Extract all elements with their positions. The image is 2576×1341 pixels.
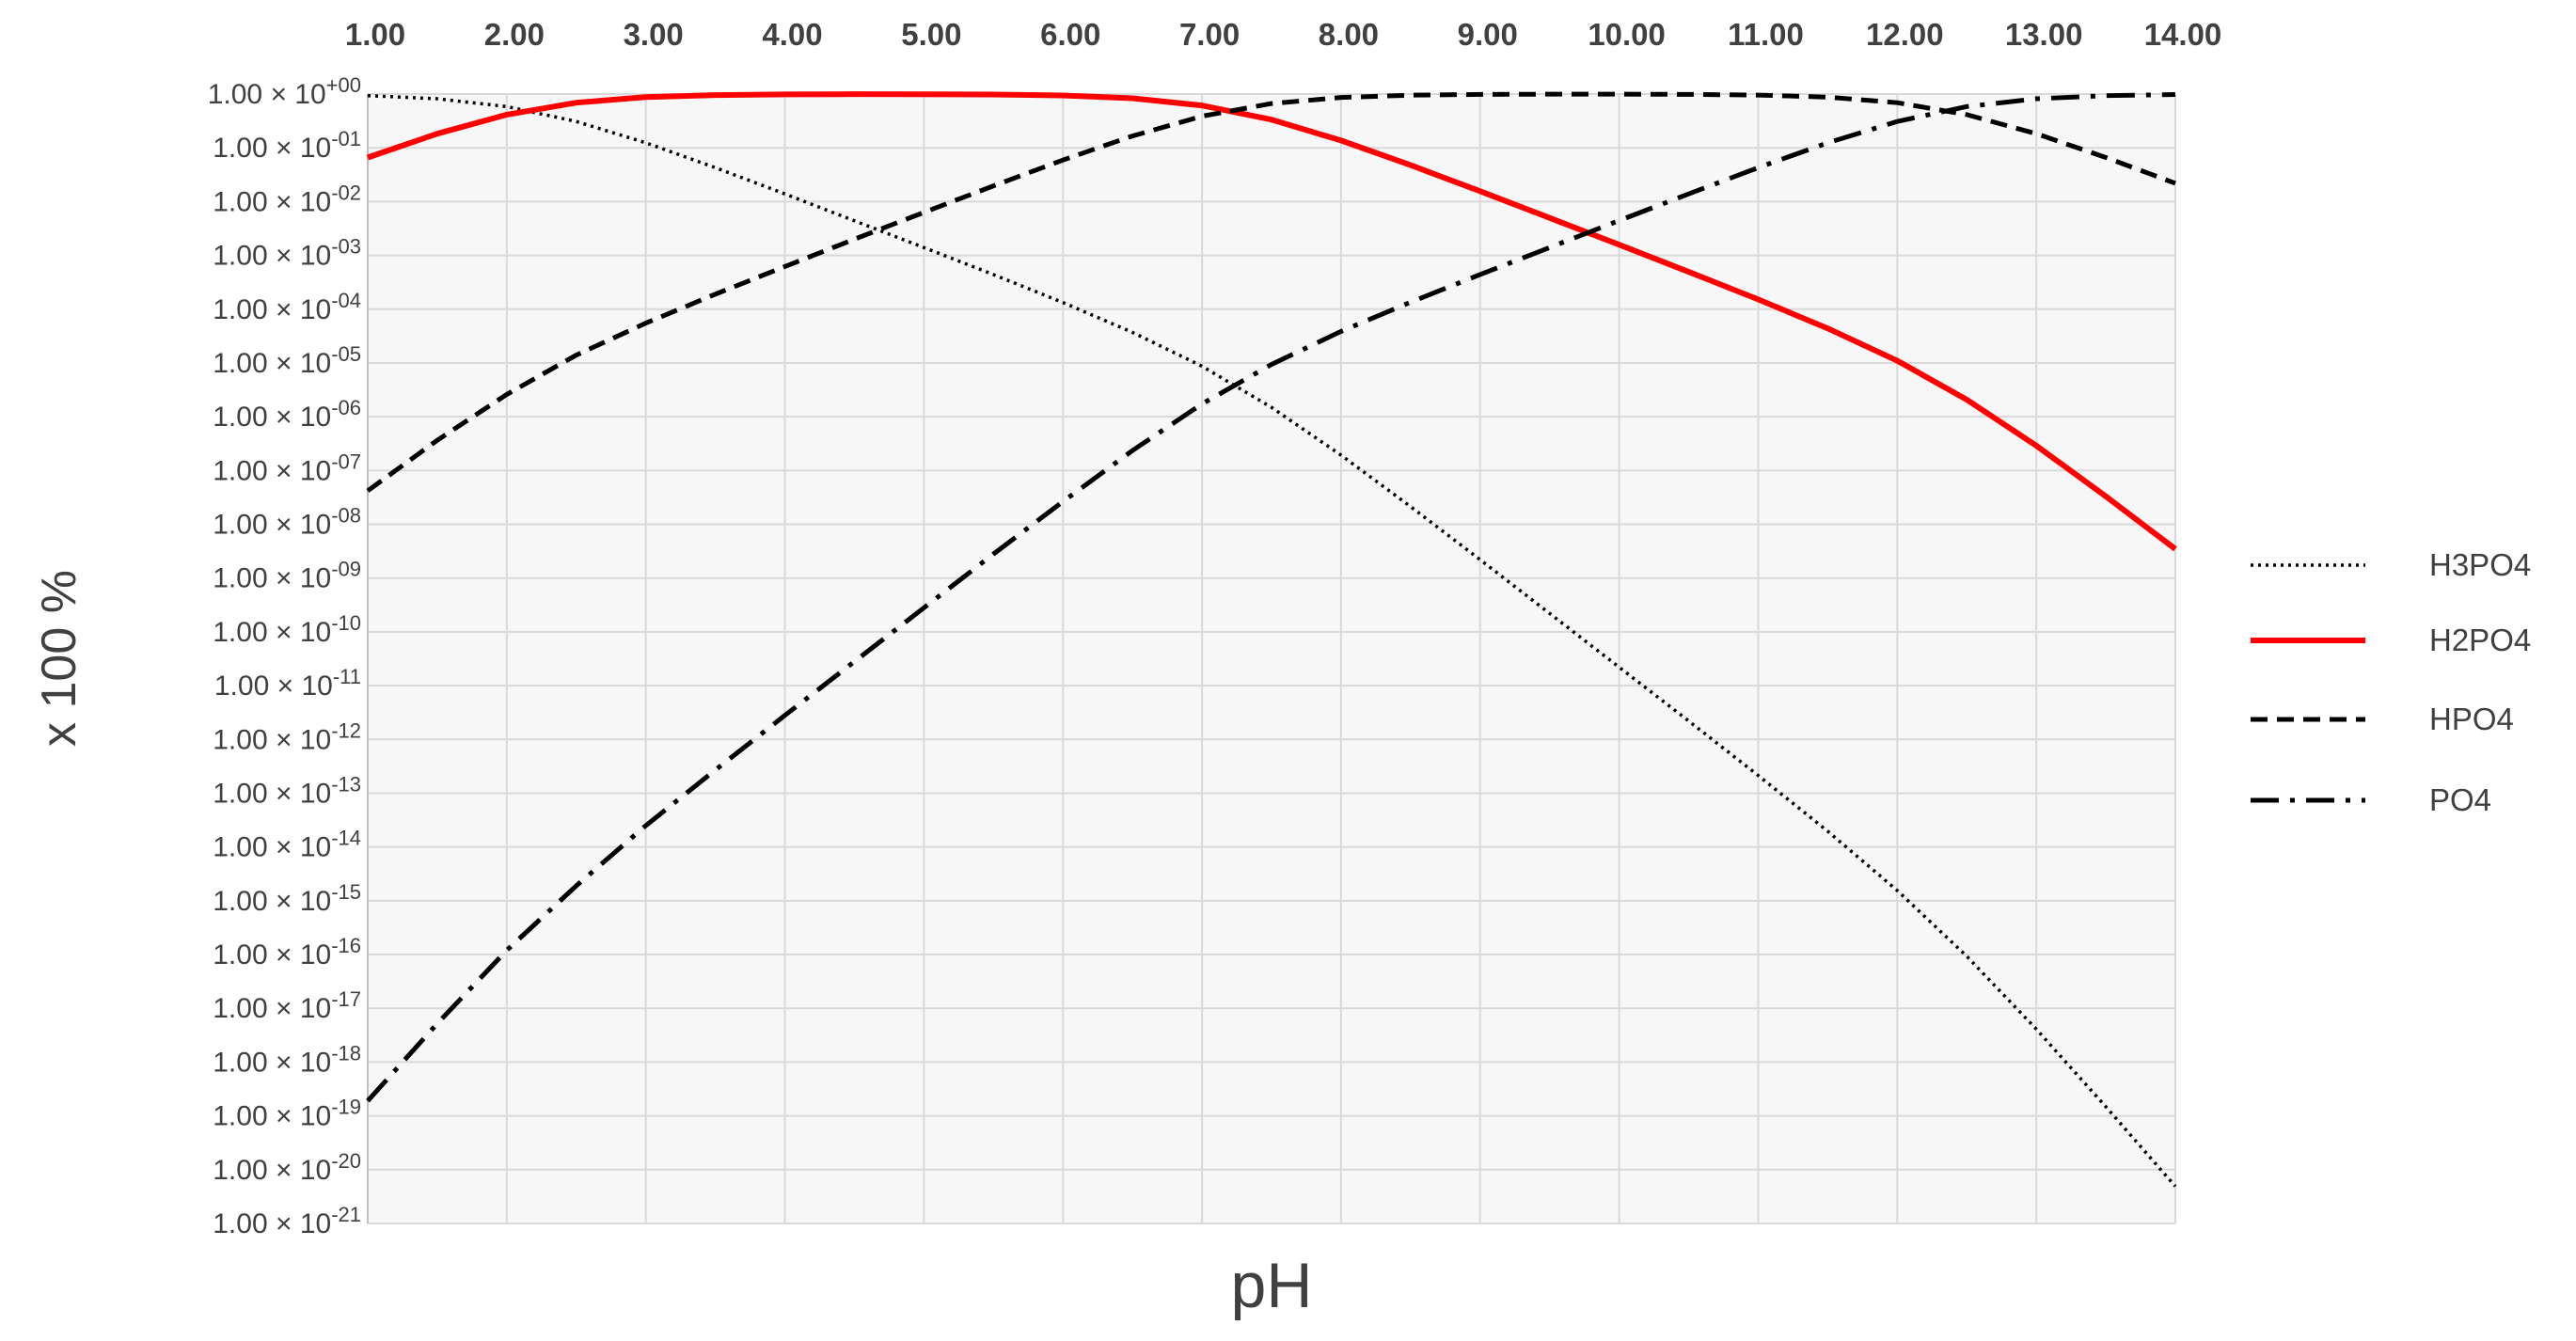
y-tick-label-base: 1.00 × 10 bbox=[213, 402, 331, 433]
y-tick-label-exponent: -09 bbox=[331, 558, 361, 581]
y-tick-label-exponent: -20 bbox=[331, 1149, 361, 1173]
y-tick-label: 1.00 × 10-07 bbox=[213, 450, 361, 486]
x-tick-label: 10.00 bbox=[1588, 17, 1666, 52]
y-tick-label: 1.00 × 10-13 bbox=[213, 772, 361, 809]
y-tick-label: 1.00 × 10-10 bbox=[213, 611, 361, 648]
y-tick-label-base: 1.00 × 10 bbox=[213, 348, 331, 379]
x-tick-label: 8.00 bbox=[1319, 17, 1379, 52]
y-tick-label-exponent: -11 bbox=[333, 665, 361, 688]
series-line bbox=[366, 92, 2176, 1103]
x-tick-label: 3.00 bbox=[624, 17, 684, 52]
y-tick-label-base: 1.00 × 10 bbox=[213, 186, 331, 217]
x-tick-label: 14.00 bbox=[2144, 17, 2222, 52]
series-line bbox=[366, 91, 2176, 493]
y-tick-label: 1.00 × 10+00 bbox=[208, 73, 361, 110]
x-tick-label: 13.00 bbox=[2005, 17, 2083, 52]
y-axis-title: x 100 % bbox=[32, 570, 87, 747]
y-tick-label: 1.00 × 10-21 bbox=[213, 1203, 361, 1239]
y-tick-label-base: 1.00 × 10 bbox=[208, 79, 326, 110]
x-tick-label: 9.00 bbox=[1458, 17, 1518, 52]
series-line bbox=[367, 93, 2177, 1188]
y-tick-label: 1.00 × 10-06 bbox=[213, 396, 361, 433]
legend-label: H3PO4 bbox=[2429, 547, 2531, 582]
y-tick-label-exponent: -16 bbox=[331, 934, 361, 957]
y-tick-label-exponent: -14 bbox=[331, 827, 361, 850]
legend-label: PO4 bbox=[2429, 782, 2491, 817]
y-tick-label-base: 1.00 × 10 bbox=[213, 939, 331, 970]
y-tick-label: 1.00 × 10-01 bbox=[213, 127, 361, 164]
y-tick-label-base: 1.00 × 10 bbox=[213, 617, 331, 648]
y-tick-label: 1.00 × 10-20 bbox=[213, 1149, 361, 1186]
y-tick-label-exponent: -19 bbox=[331, 1096, 361, 1119]
y-tick-label-base: 1.00 × 10 bbox=[213, 993, 331, 1024]
y-tick-label: 1.00 × 10-03 bbox=[213, 235, 361, 272]
y-tick-label-exponent: -02 bbox=[331, 181, 361, 204]
y-tick-label: 1.00 × 10-11 bbox=[214, 665, 361, 702]
x-tick-label: 11.00 bbox=[1728, 17, 1804, 52]
y-tick-label-exponent: -01 bbox=[331, 127, 361, 150]
y-tick-label-base: 1.00 × 10 bbox=[213, 455, 331, 486]
x-tick-label: 7.00 bbox=[1179, 17, 1240, 52]
y-tick-label-exponent: -15 bbox=[331, 880, 361, 904]
y-tick-label-exponent: -10 bbox=[331, 611, 361, 635]
x-tick-label: 2.00 bbox=[484, 17, 545, 52]
y-tick-label: 1.00 × 10-15 bbox=[213, 880, 361, 917]
x-tick-label: 6.00 bbox=[1040, 17, 1100, 52]
y-tick-label-base: 1.00 × 10 bbox=[213, 724, 331, 755]
y-tick-label: 1.00 × 10-02 bbox=[213, 181, 361, 217]
y-tick-label-exponent: -08 bbox=[331, 504, 361, 528]
y-tick-label-base: 1.00 × 10 bbox=[213, 1208, 331, 1239]
y-tick-label-exponent: -04 bbox=[331, 289, 361, 312]
y-tick-label: 1.00 × 10-17 bbox=[213, 987, 361, 1024]
y-tick-label-base: 1.00 × 10 bbox=[213, 563, 331, 594]
y-tick-label-base: 1.00 × 10 bbox=[213, 778, 331, 809]
plot-area bbox=[368, 94, 2175, 1223]
y-tick-label-exponent: -13 bbox=[331, 772, 361, 796]
y-tick-label: 1.00 × 10-16 bbox=[213, 934, 361, 970]
legend-label: HPO4 bbox=[2429, 702, 2514, 736]
y-tick-label-exponent: -05 bbox=[331, 342, 361, 366]
y-tick-label: 1.00 × 10-04 bbox=[213, 289, 361, 325]
y-tick-label-exponent: -03 bbox=[331, 235, 361, 259]
y-tick-label-base: 1.00 × 10 bbox=[213, 832, 331, 863]
y-tick-label-exponent: -06 bbox=[331, 396, 361, 419]
x-tick-label: 12.00 bbox=[1866, 17, 1944, 52]
legend-label: H2PO4 bbox=[2429, 623, 2531, 657]
y-tick-label-base: 1.00 × 10 bbox=[214, 670, 333, 702]
y-tick-label-base: 1.00 × 10 bbox=[213, 886, 331, 917]
y-tick-label: 1.00 × 10-12 bbox=[213, 718, 361, 755]
y-tick-label: 1.00 × 10-05 bbox=[213, 342, 361, 379]
y-tick-label-exponent: -17 bbox=[331, 987, 361, 1011]
x-tick-label: 4.00 bbox=[762, 17, 822, 52]
y-tick-label: 1.00 × 10-09 bbox=[213, 558, 361, 594]
y-tick-label-base: 1.00 × 10 bbox=[213, 1047, 331, 1078]
y-tick-label: 1.00 × 10-14 bbox=[213, 827, 361, 863]
y-tick-label-exponent: -07 bbox=[331, 450, 361, 473]
y-tick-label-base: 1.00 × 10 bbox=[213, 510, 331, 541]
y-tick-label-exponent: -21 bbox=[331, 1203, 361, 1226]
x-axis-title: pH bbox=[1231, 1250, 1313, 1321]
y-tick-label-base: 1.00 × 10 bbox=[213, 241, 331, 272]
y-tick-label-base: 1.00 × 10 bbox=[213, 294, 331, 325]
y-tick-label: 1.00 × 10-19 bbox=[213, 1096, 361, 1132]
y-tick-label-exponent: +00 bbox=[326, 73, 361, 97]
x-tick-label: 5.00 bbox=[901, 17, 961, 52]
series-line bbox=[367, 91, 2177, 552]
y-tick-label-exponent: -18 bbox=[331, 1041, 361, 1065]
y-tick-label: 1.00 × 10-18 bbox=[213, 1041, 361, 1078]
y-tick-label-base: 1.00 × 10 bbox=[213, 133, 331, 164]
y-tick-label-base: 1.00 × 10 bbox=[213, 1101, 331, 1132]
y-tick-label-base: 1.00 × 10 bbox=[213, 1155, 331, 1186]
y-tick-label-exponent: -12 bbox=[331, 718, 361, 742]
y-tick-label: 1.00 × 10-08 bbox=[213, 504, 361, 541]
x-tick-label: 1.00 bbox=[345, 17, 405, 52]
